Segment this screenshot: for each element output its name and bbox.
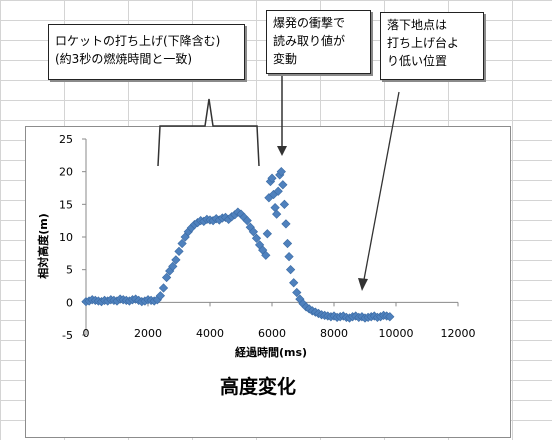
data-point — [282, 238, 293, 249]
callout-line: 打ち上げ台よ — [387, 36, 460, 50]
data-point — [261, 250, 271, 260]
data-point — [284, 251, 294, 262]
callout-line: 爆発の衝撃で — [273, 16, 346, 30]
y-tick-label: -5 — [62, 329, 73, 342]
data-point — [272, 209, 282, 219]
y-tick-label: 5 — [66, 264, 73, 277]
data-point — [281, 219, 291, 229]
data-point — [285, 265, 296, 275]
x-tick-label: 6000 — [258, 327, 286, 340]
y-tick-label: 0 — [66, 296, 73, 309]
data-point — [279, 199, 290, 209]
callout-line: ロケットの打ち上げ(下降含む) — [55, 34, 221, 48]
chart-area[interactable]: -5 0 5 10 15 20 25 0 2000 4000 6000 8000 10000 12000 … — [25, 126, 511, 438]
explosion-callout: 爆発の衝撃で 読み取り値が 変動 — [266, 10, 371, 74]
data-point — [273, 186, 283, 196]
data-point — [292, 287, 302, 298]
x-axis-label: 経過時間(ms) — [235, 345, 307, 359]
data-point — [161, 272, 172, 283]
data-point — [171, 255, 181, 265]
x-tick-label: 10000 — [379, 327, 414, 340]
y-tick-label: 25 — [59, 133, 73, 146]
data-point — [158, 283, 169, 293]
callout-line: (約3秒の燃焼時間と一致) — [55, 52, 192, 66]
y-tick-label: 10 — [59, 231, 73, 244]
y-axis-label: 相対高度(m) — [36, 213, 50, 279]
data-point — [262, 229, 272, 239]
data-point — [251, 233, 262, 243]
data-point — [174, 246, 184, 256]
callout-line: 落下地点は — [387, 18, 448, 32]
x-tick-label: 8000 — [320, 327, 348, 340]
y-tick-label: 20 — [59, 166, 73, 179]
callout-line: 読み取り値が — [273, 34, 346, 48]
data-point — [276, 167, 286, 177]
data-point — [267, 173, 277, 183]
chart-title: 高度変化 — [220, 375, 296, 398]
data-point — [242, 216, 252, 226]
callout-line: 変動 — [273, 52, 298, 66]
data-point — [248, 227, 259, 237]
data-point — [168, 261, 178, 272]
x-tick-label: 12000 — [441, 327, 476, 340]
launch-callout: ロケットの打ち上げ(下降含む) (約3秒の燃焼時間と一致) — [48, 24, 245, 80]
data-point — [385, 312, 395, 322]
data-point — [177, 238, 187, 249]
x-tick-label: 2000 — [134, 327, 162, 340]
data-point — [278, 180, 288, 190]
callout-line: り低い位置 — [387, 54, 448, 68]
y-tick-label: 15 — [59, 198, 73, 211]
x-tick-label: 4000 — [196, 327, 224, 340]
x-tick-label: 0 — [83, 327, 90, 340]
landing-callout: 落下地点は 打ち上げ台よ り低い位置 — [380, 12, 484, 80]
data-point — [270, 202, 280, 213]
data-point — [289, 278, 299, 288]
data-point — [155, 291, 166, 301]
